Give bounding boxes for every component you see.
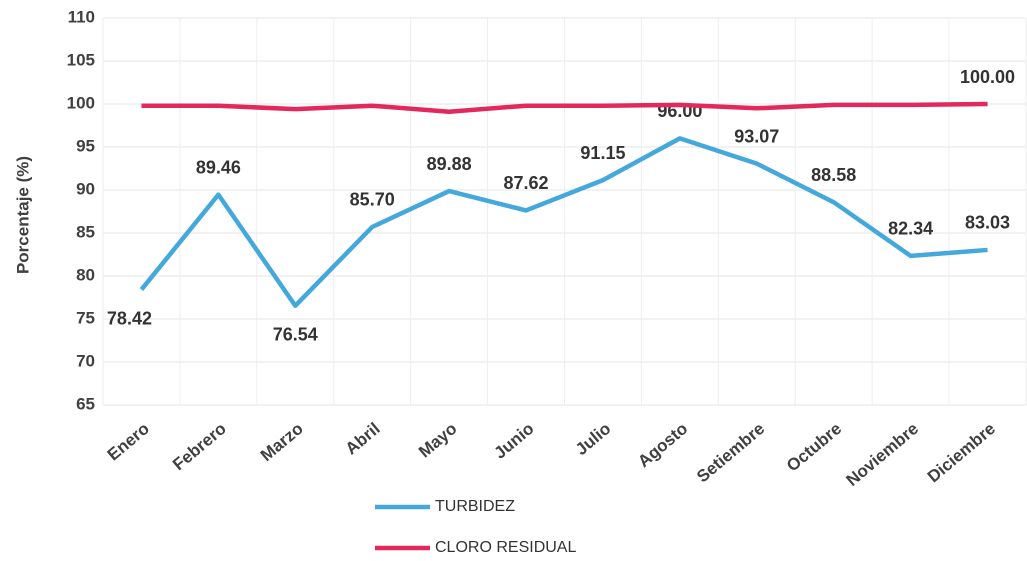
x-tick-label: Julio: [572, 419, 615, 459]
data-label: 93.07: [734, 126, 779, 146]
y-tick-label: 80: [76, 265, 95, 284]
x-tick-label: Enero: [104, 419, 153, 465]
data-label: 76.54: [273, 325, 318, 345]
legend-label: TURBIDEZ: [435, 498, 515, 515]
data-label: 89.88: [427, 154, 472, 174]
series-line: [141, 101, 988, 114]
x-tick-label: Diciembre: [924, 419, 999, 486]
y-tick-label: 105: [67, 50, 95, 69]
x-tick-label: Setiembre: [693, 419, 768, 486]
x-tick-label: Marzo: [257, 419, 307, 465]
y-tick-label: 100: [67, 93, 95, 112]
x-tick-label: Febrero: [169, 419, 230, 474]
data-label: 83.03: [965, 213, 1010, 233]
y-axis-title: Porcentaje (%): [13, 156, 32, 274]
x-tick-label: Abril: [342, 419, 384, 458]
x-tick-label: Junio: [491, 419, 538, 463]
x-tick-label: Octubre: [783, 419, 845, 475]
x-tick-label: Agosto: [634, 419, 691, 471]
y-tick-label: 95: [76, 136, 95, 155]
data-label: 89.46: [196, 157, 241, 177]
data-label: 91.15: [580, 143, 625, 163]
y-tick-label: 110: [68, 7, 95, 26]
data-label: 100.00: [960, 67, 1015, 87]
series-line: [139, 136, 988, 309]
legend-label: CLORO RESIDUAL: [435, 539, 576, 556]
data-label: 78.42: [107, 308, 152, 328]
x-tick-label: Noviembre: [843, 419, 923, 490]
data-label: 85.70: [350, 190, 395, 210]
data-label: 82.34: [888, 219, 933, 239]
y-tick-label: 65: [76, 394, 95, 413]
y-tick-label: 90: [76, 179, 95, 198]
data-label: 87.62: [504, 173, 549, 193]
y-tick-label: 85: [76, 222, 95, 241]
y-tick-label: 75: [76, 308, 95, 327]
y-tick-label: 70: [76, 351, 95, 370]
x-tick-label: Mayo: [415, 419, 461, 461]
data-label: 88.58: [811, 165, 856, 185]
